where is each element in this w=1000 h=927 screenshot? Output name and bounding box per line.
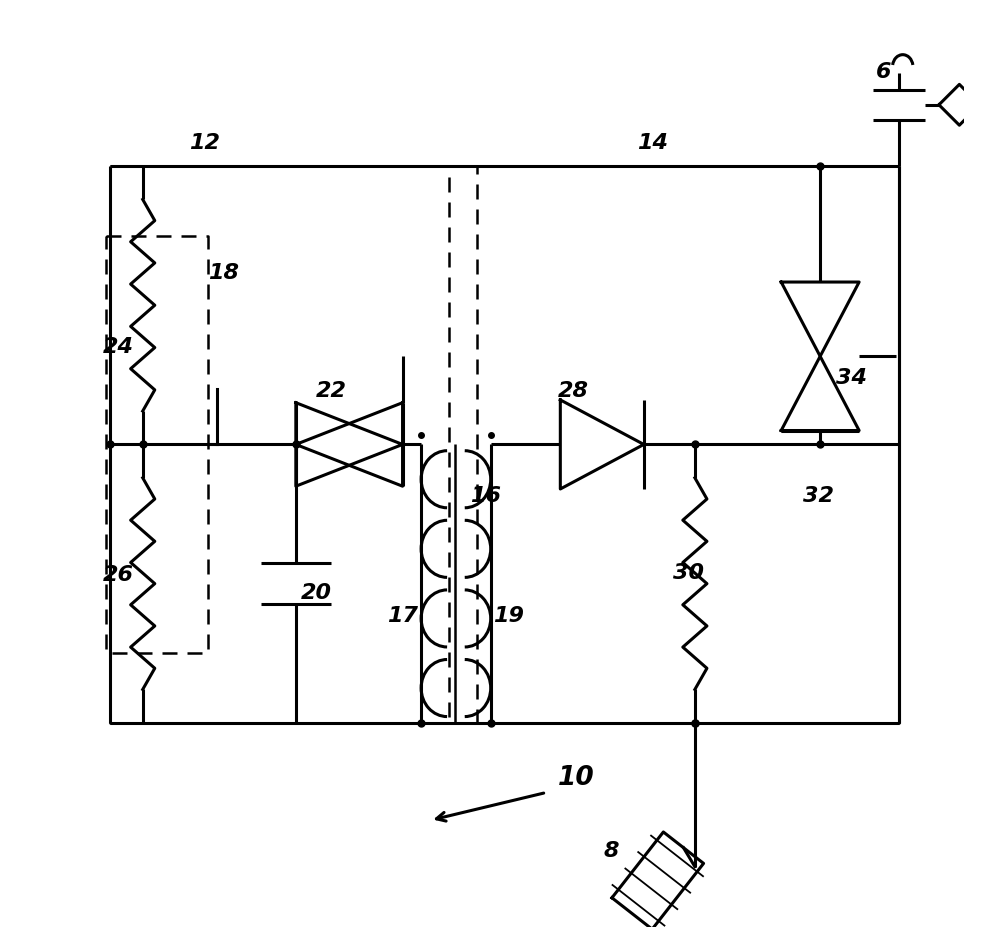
Text: 34: 34	[836, 367, 867, 387]
Text: 28: 28	[558, 380, 589, 400]
Text: 8: 8	[604, 840, 619, 860]
Text: 6: 6	[876, 61, 891, 82]
Polygon shape	[781, 357, 859, 431]
Text: 26: 26	[103, 564, 134, 584]
Text: 19: 19	[493, 605, 524, 626]
Text: 14: 14	[637, 133, 668, 153]
Text: 16: 16	[470, 485, 501, 505]
Text: 10: 10	[558, 764, 594, 790]
Polygon shape	[560, 400, 644, 489]
Text: 17: 17	[387, 605, 418, 626]
Text: 18: 18	[208, 262, 239, 283]
Text: 30: 30	[673, 562, 704, 582]
Text: 20: 20	[300, 582, 331, 603]
Polygon shape	[781, 283, 859, 357]
Text: 24: 24	[103, 337, 134, 357]
Text: 32: 32	[803, 485, 834, 505]
Text: 22: 22	[316, 380, 347, 400]
Text: 12: 12	[189, 133, 220, 153]
